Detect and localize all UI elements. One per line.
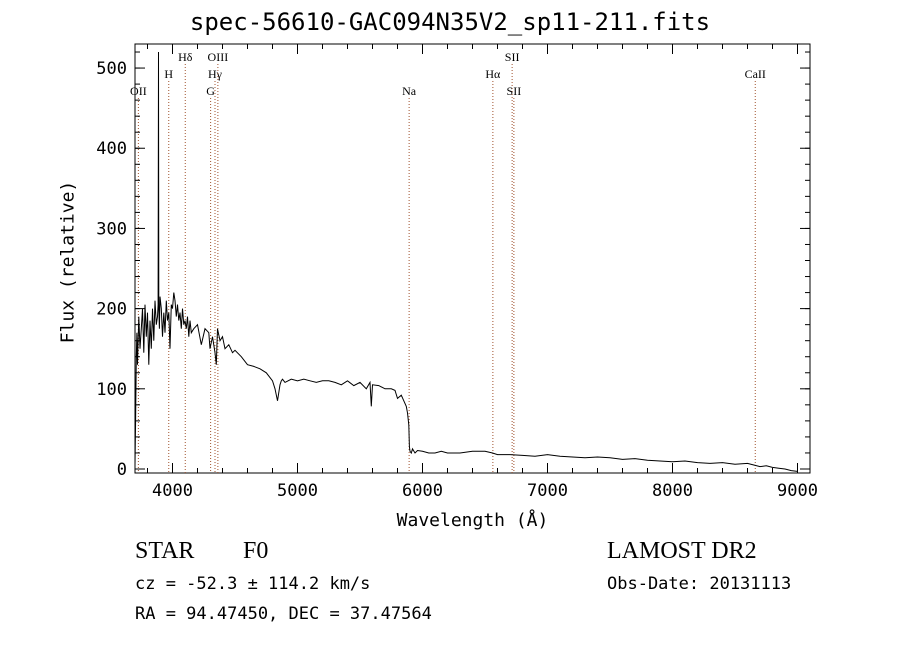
ra-dec-coordinates: RA = 94.47450, DEC = 37.47564 [135,604,432,624]
y-tick-label: 100 [96,380,127,400]
emission-line-label: G [206,84,215,98]
y-tick-label: 300 [96,219,127,239]
emission-line-label: Na [402,84,417,98]
observation-date: Obs-Date: 20131113 [607,574,792,594]
y-tick-label: 200 [96,300,127,320]
plot-frame [134,43,811,474]
emission-line-label: SII [507,84,522,98]
spectrum-line [134,51,798,472]
x-tick-label: 7000 [527,481,568,501]
survey-name: LAMOST DR2 [607,538,757,564]
emission-line-label: SII [505,50,520,64]
x-tick-label: 6000 [402,481,443,501]
x-tick-label: 9000 [777,481,818,501]
y-tick-label: 500 [96,59,127,79]
axis-ticks: 4000 5000 6000 7000 8000 9000 0 100 200 300 400 500 [96,44,818,501]
y-axis-label: Flux (relative) [57,180,79,344]
emission-line-label: H [164,67,173,81]
y-tick-label: 0 [117,460,127,480]
emission-line-label: Hα [485,67,501,81]
emission-line-label: Hγ [208,67,223,81]
emission-line-label: OIII [208,50,229,64]
x-tick-label: 8000 [652,481,693,501]
x-tick-label: 5000 [277,481,318,501]
redshift-velocity: cz = -52.3 ± 114.2 km/s [135,574,371,594]
x-tick-label: 4000 [152,481,193,501]
emission-line-label: OII [130,84,147,98]
emission-line-markers: OII H Hδ G Hγ OIII Na Hα SII SII CaII [130,50,766,473]
object-type: STAR [135,538,195,564]
object-class: F0 [243,538,269,564]
emission-line-label: Hδ [178,50,193,64]
emission-line-label: CaII [745,67,766,81]
y-tick-label: 400 [96,139,127,159]
x-axis-label: Wavelength (Å) [396,510,549,531]
chart-title: spec-56610-GAC094N35V2_sp11-211.fits [189,8,711,36]
